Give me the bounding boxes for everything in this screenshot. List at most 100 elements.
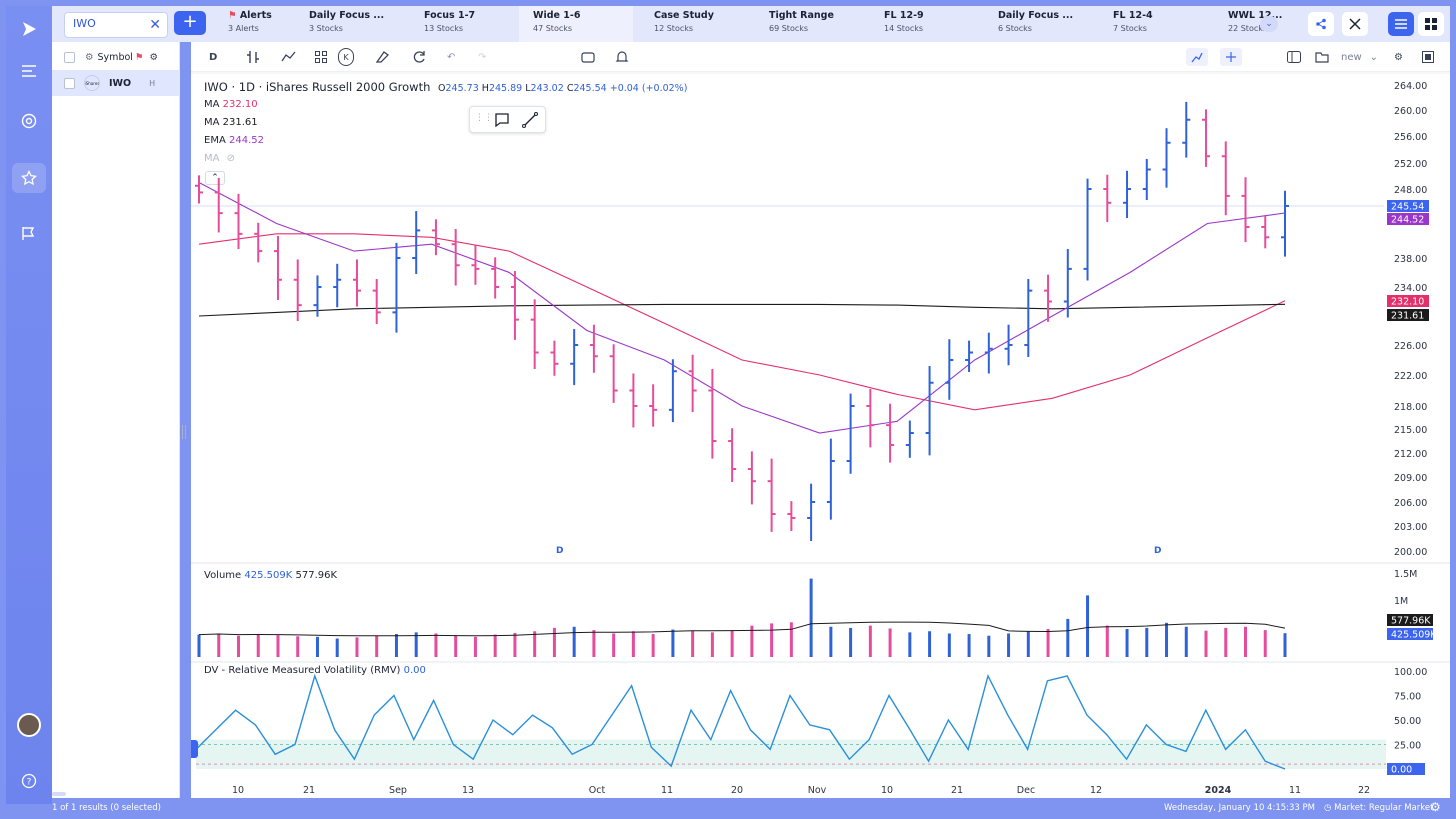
- price-scale-icon[interactable]: [1186, 48, 1208, 66]
- ema-legend[interactable]: EMA 244.52: [204, 135, 264, 146]
- tab-focus-1-7[interactable]: Focus 1-7 13 Stocks: [418, 6, 528, 42]
- price-axis-label: 209.00: [1394, 473, 1427, 484]
- tab-fl-12-9[interactable]: FL 12-9 14 Stocks: [878, 6, 988, 42]
- volume-bar: [217, 633, 221, 657]
- time-axis-label: Nov: [808, 785, 827, 796]
- tab-title: FL 12-4: [1113, 10, 1153, 21]
- collapse-legend-chevron-icon[interactable]: ⌃: [205, 171, 225, 185]
- volume-bar: [1165, 622, 1169, 657]
- user-avatar[interactable]: [12, 710, 46, 740]
- pane-expand-handle[interactable]: [191, 740, 198, 758]
- tab-daily-focus-2[interactable]: Daily Focus ... 6 Stocks: [992, 6, 1102, 42]
- ohlc-bar: [984, 332, 993, 374]
- sidebar-resize-handle[interactable]: [182, 425, 186, 439]
- tabs-overflow-chevron-icon[interactable]: ⌄: [1260, 16, 1278, 32]
- volume-avg-tag: 577.96K: [1387, 614, 1433, 627]
- layout-name-select[interactable]: new ⌄: [1341, 48, 1378, 66]
- results-count: 1 of 1 results (0 selected): [52, 803, 161, 813]
- alert-bell-icon[interactable]: [615, 48, 629, 66]
- ma3-legend[interactable]: MA ⊘: [204, 153, 235, 164]
- gear-icon[interactable]: ⚙: [85, 51, 94, 63]
- chart-pane[interactable]: D K ↶ ↷ new ⌄ ⚙ IWO · 1D · iShares Russel…: [191, 42, 1450, 798]
- rmv-tag-text: 0.00: [1391, 765, 1412, 776]
- price-axis-label: 206.00: [1394, 498, 1427, 509]
- volume-bar: [256, 634, 260, 657]
- fullscreen-icon[interactable]: [1422, 48, 1434, 66]
- select-all-checkbox[interactable]: [64, 51, 75, 63]
- help-icon[interactable]: ?: [12, 766, 46, 796]
- settings-icon[interactable]: ⚙: [149, 51, 158, 63]
- interval-button[interactable]: D: [209, 51, 218, 63]
- watchlist-star-icon[interactable]: [12, 163, 46, 193]
- gear-icon[interactable]: ⚙: [1394, 51, 1403, 63]
- sidebar-scrollbar[interactable]: [52, 792, 66, 796]
- tab-title: Daily Focus ...: [998, 10, 1074, 21]
- market-status: ◷ Market: Regular Market: [1324, 803, 1433, 813]
- volume-bar: [434, 633, 438, 657]
- ohlc-bar: [1083, 178, 1092, 281]
- price-axis-label: 215.00: [1394, 425, 1427, 436]
- drag-handle-icon[interactable]: ⋮⋮: [475, 113, 493, 123]
- column-symbol-header[interactable]: Symbol: [97, 51, 133, 63]
- trendline-icon[interactable]: [522, 112, 538, 131]
- comment-icon[interactable]: [494, 112, 510, 131]
- tab-daily-focus-1[interactable]: Daily Focus ... 3 Stocks: [303, 6, 413, 42]
- layout-icon[interactable]: [1287, 48, 1301, 66]
- row-symbol: IWO: [109, 77, 132, 89]
- templates-icon[interactable]: [315, 48, 327, 66]
- flag-icon[interactable]: [12, 218, 46, 248]
- tab-title: Wide 1-6: [533, 10, 581, 21]
- undo-icon[interactable]: ↶: [447, 51, 456, 63]
- ema-price-tag-text: 244.52: [1391, 215, 1424, 226]
- chevron-down-icon: ⌄: [1369, 51, 1379, 63]
- refresh-icon[interactable]: [412, 48, 426, 66]
- menu-icon[interactable]: [12, 56, 46, 86]
- list-item[interactable]: iShares IWO H: [52, 70, 180, 96]
- folder-icon[interactable]: [1315, 48, 1329, 66]
- ma1-value: 232.10: [222, 99, 258, 110]
- tab-wwl[interactable]: WWL 12... 22 Stocks: [1222, 6, 1292, 42]
- snapshot-icon[interactable]: [581, 48, 595, 66]
- price-axis-label: 203.00: [1394, 522, 1427, 533]
- settings-gear-icon[interactable]: ⚙: [1430, 800, 1441, 814]
- scanner-icon[interactable]: [12, 106, 46, 136]
- volume-bar: [710, 632, 714, 657]
- layout-name: new: [1341, 51, 1362, 63]
- crosshair-icon[interactable]: [1220, 48, 1242, 66]
- share-icon[interactable]: [1308, 12, 1334, 36]
- bar-style-icon[interactable]: [246, 48, 260, 66]
- chart-toolbar: D K ↶ ↷ new ⌄ ⚙: [191, 42, 1450, 72]
- add-watchlist-button[interactable]: +: [174, 11, 206, 35]
- eye-hidden-icon[interactable]: ⊘: [226, 153, 236, 164]
- ma2-legend[interactable]: MA 231.61: [204, 117, 258, 128]
- ma1-legend[interactable]: MA 232.10: [204, 99, 258, 110]
- tab-wide-1-6[interactable]: Wide 1-6 47 Stocks: [519, 6, 633, 42]
- ticker-search-input[interactable]: IWO ✕: [64, 12, 168, 38]
- tab-alerts[interactable]: ⚑ Alerts 3 Alerts: [222, 6, 332, 42]
- tab-case-study[interactable]: Case Study 12 Stocks: [648, 6, 758, 42]
- deepvue-logo-icon[interactable]: [12, 14, 46, 44]
- volume-tag-text: 425.509K: [1391, 630, 1437, 641]
- close-icon[interactable]: ✕: [149, 17, 161, 33]
- flag-column-icon[interactable]: ⚑: [134, 51, 144, 63]
- volume-bar: [750, 625, 754, 657]
- chart-legend: IWO · 1D · iShares Russell 2000 Growth O…: [204, 80, 687, 94]
- volume-bar: [552, 627, 556, 657]
- tab-tight-range[interactable]: Tight Range 69 Stocks: [763, 6, 873, 42]
- tab-fl-12-4[interactable]: FL 12-4 7 Stocks: [1107, 6, 1217, 42]
- high-label: H: [481, 83, 489, 94]
- eraser-icon[interactable]: [375, 48, 389, 66]
- grid-view-icon[interactable]: [1418, 12, 1444, 36]
- volume-bar: [849, 627, 853, 657]
- ohlc-bar: [905, 420, 914, 458]
- list-view-icon[interactable]: [1388, 12, 1414, 36]
- volume-bar: [1184, 626, 1188, 657]
- ohlc-bar: [1024, 279, 1033, 357]
- x-twitter-icon[interactable]: [1342, 12, 1368, 36]
- ohlc-bar: [293, 259, 302, 322]
- close-value: 245.54: [573, 83, 607, 94]
- redo-icon[interactable]: ↷: [478, 51, 487, 63]
- indicators-icon[interactable]: [281, 48, 297, 66]
- compare-button[interactable]: K: [338, 48, 354, 66]
- row-checkbox[interactable]: [64, 77, 75, 89]
